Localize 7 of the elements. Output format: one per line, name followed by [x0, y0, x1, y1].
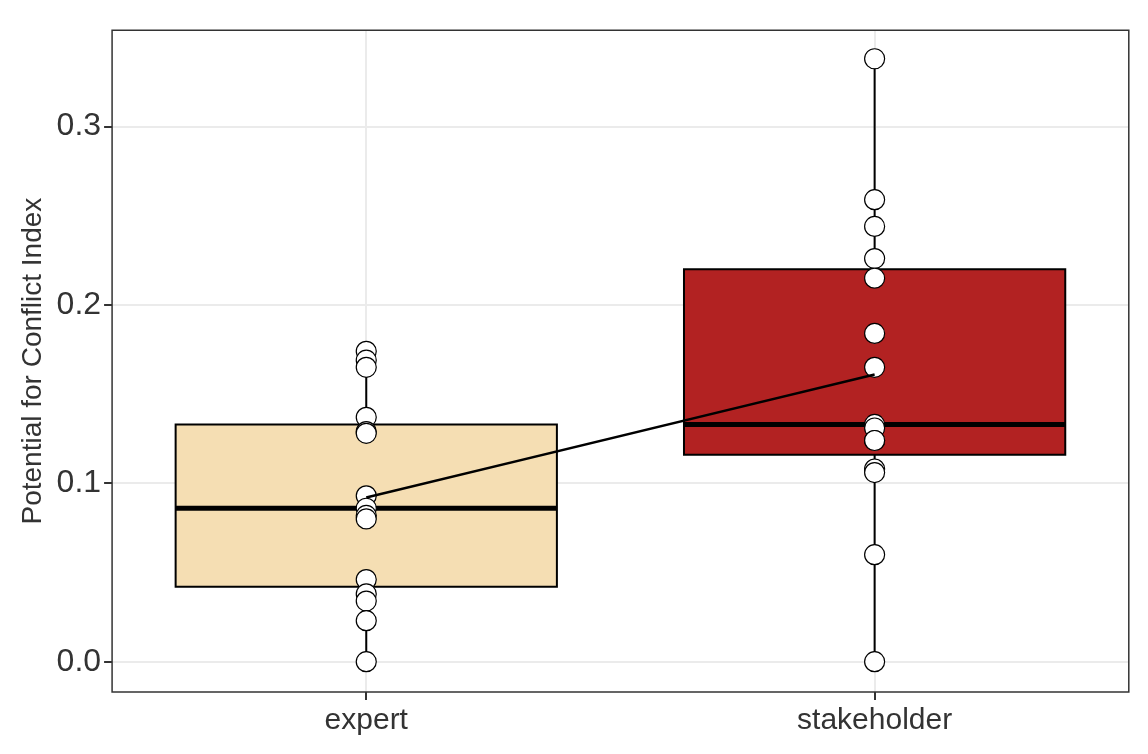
y-tick-label: 0.1 [56, 463, 102, 500]
y-tick-label: 0.0 [56, 641, 102, 678]
x-tick-label: stakeholder [797, 702, 953, 736]
x-tick-label: expert [324, 702, 409, 736]
y-tick-label: 0.3 [56, 106, 102, 143]
y-axis-title: Potential for Conflict Index [15, 197, 47, 525]
y-tick-label: 0.2 [56, 284, 102, 321]
